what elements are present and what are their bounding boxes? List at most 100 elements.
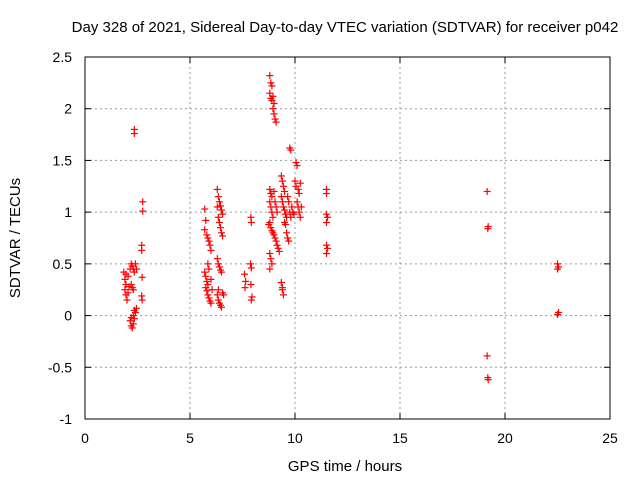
data-point bbox=[241, 270, 249, 278]
data-point bbox=[129, 286, 137, 294]
data-point bbox=[205, 294, 213, 302]
data-point bbox=[274, 244, 282, 252]
data-point bbox=[132, 304, 140, 312]
data-point bbox=[277, 172, 285, 180]
data-point bbox=[204, 291, 212, 299]
data-point bbox=[247, 264, 255, 272]
data-point bbox=[214, 213, 222, 221]
data-point bbox=[294, 185, 302, 193]
data-point bbox=[247, 218, 255, 226]
data-point bbox=[270, 187, 278, 195]
x-axis-title: GPS time / hours bbox=[288, 458, 402, 475]
data-point bbox=[121, 286, 129, 294]
data-point bbox=[123, 296, 131, 304]
data-point bbox=[266, 185, 274, 193]
data-point bbox=[324, 213, 332, 221]
data-point bbox=[202, 272, 210, 280]
data-point bbox=[554, 311, 561, 319]
y-tick-label: 0.5 bbox=[53, 256, 73, 272]
data-point bbox=[554, 265, 561, 273]
data-point bbox=[130, 315, 138, 323]
data-point bbox=[323, 210, 330, 218]
data-point bbox=[139, 198, 147, 206]
data-point bbox=[275, 247, 283, 255]
data-point bbox=[288, 203, 296, 211]
data-point bbox=[215, 218, 223, 226]
data-point bbox=[273, 241, 281, 249]
data-point bbox=[266, 265, 274, 273]
y-tick-label: 2.5 bbox=[53, 49, 73, 65]
data-point bbox=[265, 221, 273, 229]
data-point bbox=[271, 115, 279, 123]
x-tick-label: 25 bbox=[602, 430, 618, 446]
data-point bbox=[290, 210, 298, 218]
data-point bbox=[278, 198, 286, 206]
x-tick-label: 5 bbox=[186, 430, 194, 446]
data-point bbox=[204, 234, 212, 242]
data-point bbox=[287, 146, 295, 154]
data-point bbox=[203, 287, 211, 295]
data-point bbox=[268, 193, 276, 201]
data-point bbox=[220, 291, 228, 299]
data-point bbox=[138, 273, 146, 281]
data-point bbox=[279, 291, 287, 299]
data-point bbox=[292, 158, 300, 166]
data-point bbox=[242, 277, 250, 285]
data-point bbox=[282, 210, 290, 218]
data-point bbox=[214, 260, 222, 268]
data-point bbox=[121, 275, 129, 283]
data-point bbox=[139, 207, 147, 215]
data-point bbox=[124, 272, 132, 280]
data-point bbox=[131, 308, 139, 316]
data-point bbox=[214, 193, 222, 201]
data-point bbox=[213, 255, 221, 263]
data-point bbox=[285, 198, 293, 206]
data-point bbox=[129, 320, 137, 328]
data-point bbox=[206, 241, 214, 249]
data-point bbox=[293, 162, 301, 170]
data-point bbox=[281, 206, 288, 214]
data-point bbox=[287, 213, 295, 221]
y-tick-label: 2 bbox=[64, 101, 72, 117]
data-point bbox=[215, 263, 223, 271]
data-point bbox=[203, 231, 211, 239]
data-point bbox=[293, 198, 301, 206]
data-point bbox=[128, 324, 136, 332]
data-point bbox=[295, 208, 303, 216]
y-tick-label: -1 bbox=[60, 411, 73, 427]
data-point bbox=[323, 241, 330, 249]
y-tick-label: 1 bbox=[64, 204, 72, 220]
data-point bbox=[285, 237, 293, 245]
data-point bbox=[267, 79, 275, 87]
data-point bbox=[127, 281, 135, 289]
data-point bbox=[268, 260, 276, 268]
data-point bbox=[241, 284, 249, 292]
y-tick-label: -0.5 bbox=[48, 359, 72, 375]
axis-ticks bbox=[84, 56, 611, 420]
data-point bbox=[269, 92, 277, 100]
data-point bbox=[291, 177, 299, 185]
data-point bbox=[218, 206, 225, 214]
data-point bbox=[266, 89, 274, 97]
data-point bbox=[270, 110, 278, 118]
gridlines bbox=[85, 57, 610, 419]
data-point bbox=[213, 185, 221, 193]
data-point bbox=[296, 179, 304, 187]
data-point bbox=[216, 202, 224, 210]
data-point bbox=[297, 203, 305, 211]
data-point bbox=[124, 289, 132, 297]
data-point bbox=[323, 190, 330, 198]
x-tick-label: 20 bbox=[497, 430, 513, 446]
data-point bbox=[284, 234, 292, 242]
data-point bbox=[218, 303, 225, 311]
data-point bbox=[324, 244, 332, 252]
data-point bbox=[202, 216, 210, 224]
data-point bbox=[218, 229, 225, 237]
data-point bbox=[269, 213, 277, 221]
y-tick-label: 0 bbox=[64, 308, 72, 324]
data-point bbox=[201, 226, 209, 234]
data-point bbox=[295, 190, 303, 198]
y-tick-label: 1.5 bbox=[53, 152, 73, 168]
data-point bbox=[273, 208, 281, 216]
